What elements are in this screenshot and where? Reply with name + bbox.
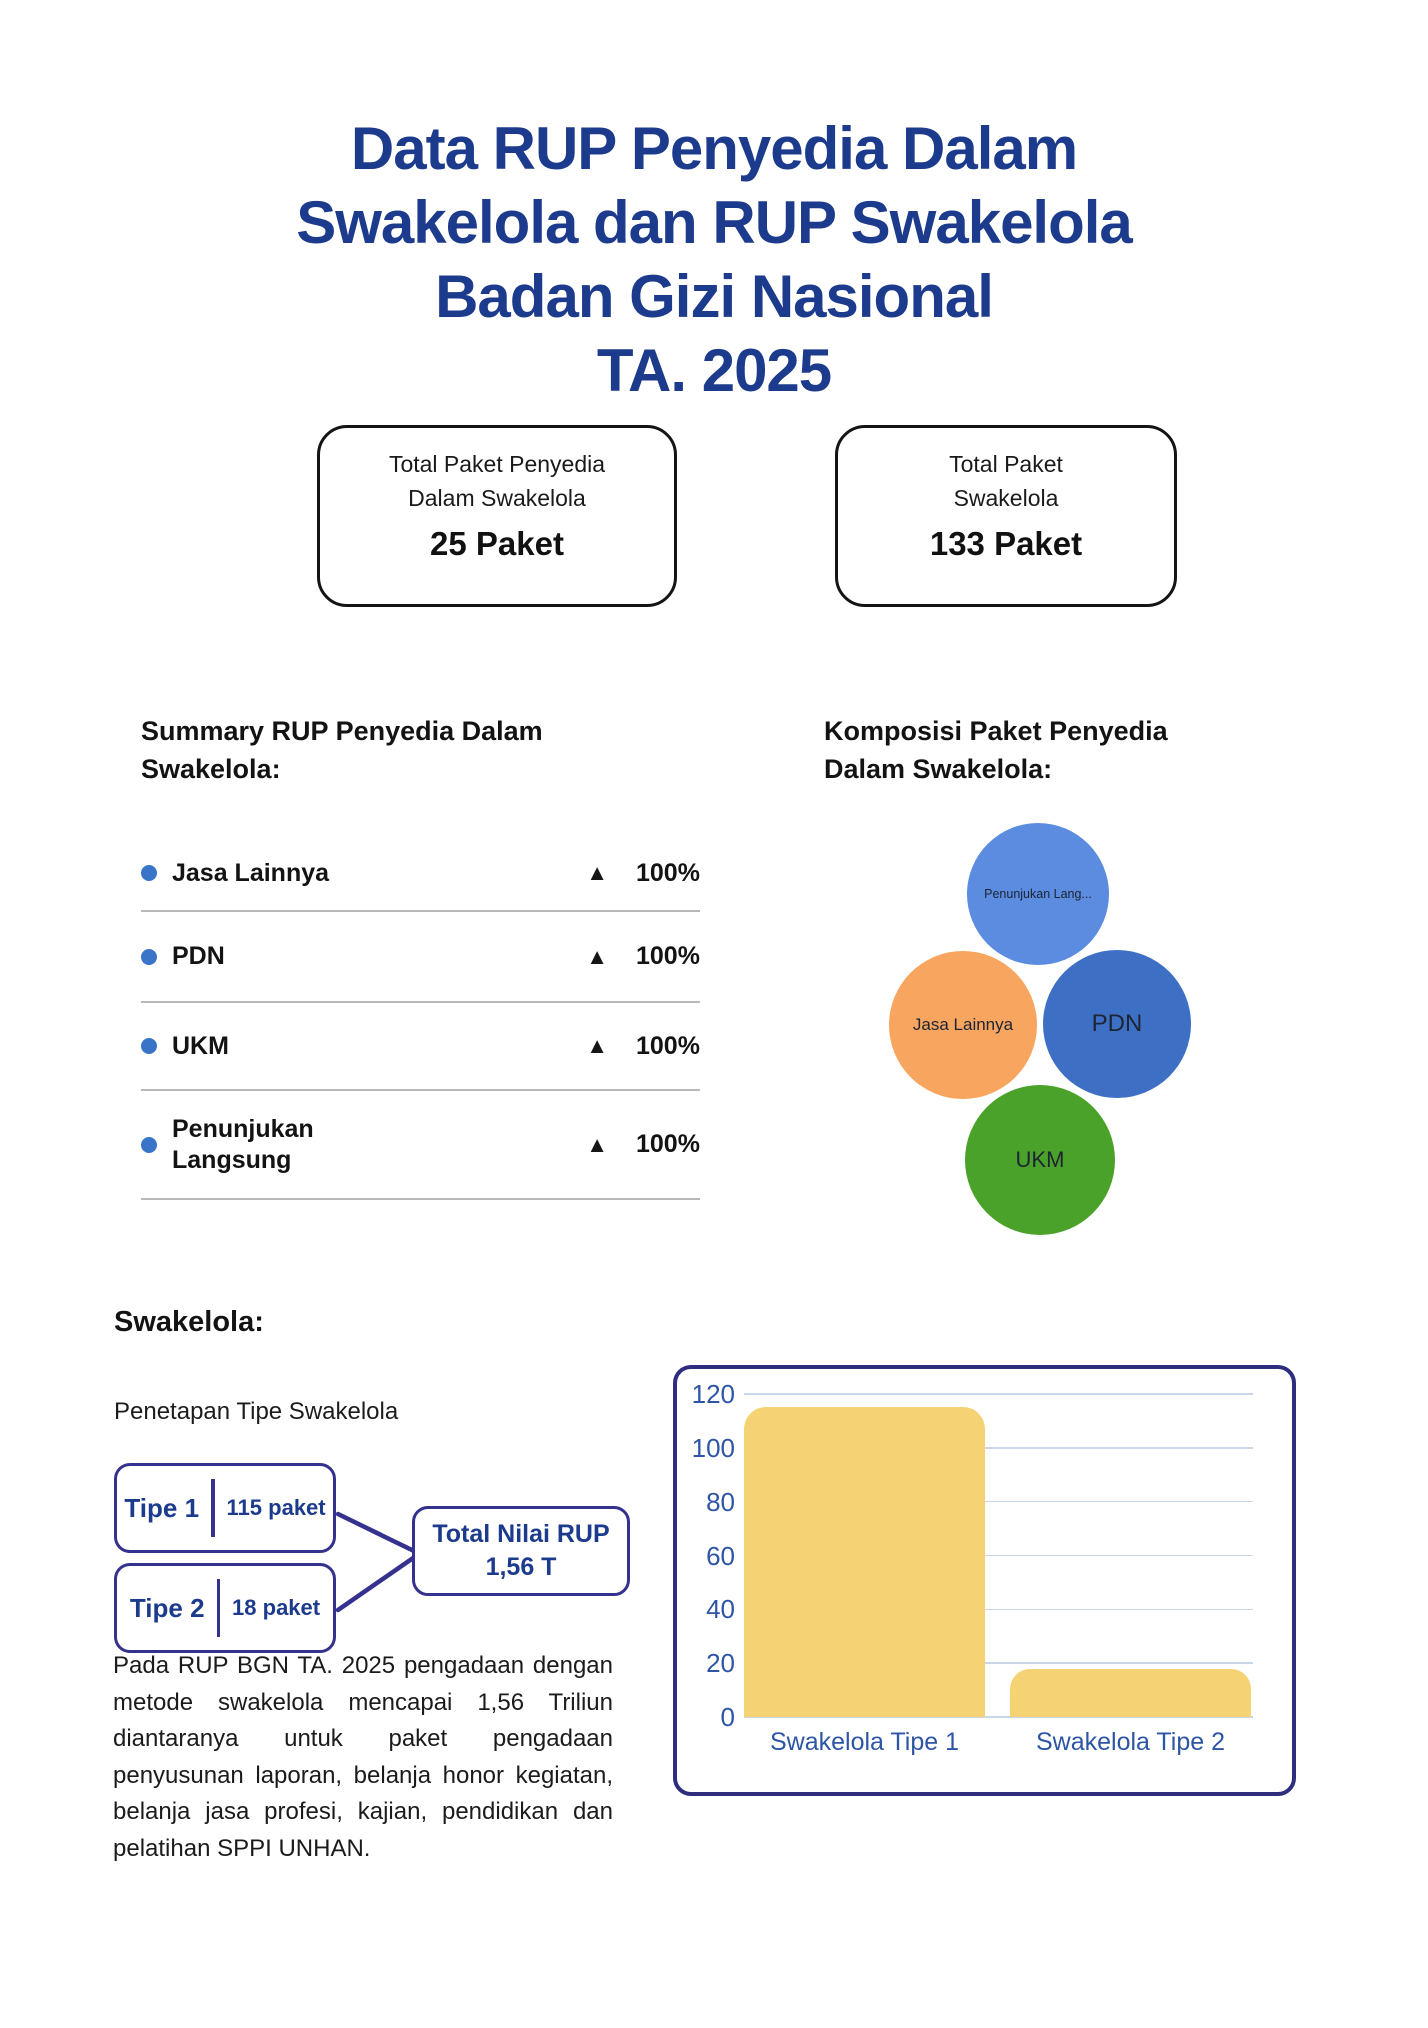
summary-list: Jasa Lainnya ▲ 100% PDN ▲ 100% UKM ▲ 100… <box>141 836 700 1200</box>
gridline-100 <box>744 1447 1253 1449</box>
gridline-40 <box>744 1608 1253 1611</box>
stat-card-value: 133 Paket <box>929 525 1083 562</box>
summary-row-jasa-lainnya: Jasa Lainnya ▲ 100% <box>141 836 700 912</box>
triangle-up-icon: ▲ <box>586 943 608 969</box>
vertical-divider <box>216 1579 221 1637</box>
gridline-120 <box>744 1393 1253 1395</box>
y-axis-tick-label: 40 <box>706 1594 735 1625</box>
bubble-ukm: UKM <box>965 1085 1115 1235</box>
summary-row-pdn: PDN ▲ 100% <box>141 912 700 1003</box>
summary-item-label: PDN <box>172 942 225 970</box>
komposisi-section-heading: Komposisi Paket Penyedia Dalam Swakelola… <box>824 716 1168 784</box>
y-axis-tick-label: 20 <box>706 1648 735 1679</box>
tipe-2-box: Tipe 2 18 paket <box>114 1563 336 1653</box>
summary-item-value: 100% <box>636 858 700 887</box>
vertical-divider <box>211 1479 215 1537</box>
y-axis-tick-label: 100 <box>691 1432 735 1463</box>
gridline-0 <box>744 1716 1253 1718</box>
bar-swakelola-tipe-1 <box>744 1407 985 1717</box>
stat-card-value: 25 Paket <box>430 525 564 562</box>
bar-chart-card: 120 100 80 60 40 20 0 Swakelola Tipe 1 Swakelol… <box>673 1365 1296 1796</box>
bubble-pdn: PDN <box>1043 950 1191 1098</box>
y-axis-tick-label: 80 <box>706 1486 735 1517</box>
y-axis-tick-label: 0 <box>720 1702 735 1732</box>
tipe-name: Tipe 1 <box>124 1492 200 1523</box>
summary-item-label: Penunjukan Langsung <box>172 1114 314 1174</box>
description-paragraph: Pada RUP BGN TA. 2025 pengadaan dengan m… <box>113 1652 613 1862</box>
bar-swakelola-tipe-2 <box>1010 1668 1251 1717</box>
summary-row-ukm: UKM ▲ 100% <box>141 1003 700 1091</box>
summary-item-label: UKM <box>172 1031 229 1060</box>
x-axis-category-label: Swakelola Tipe 2 <box>1035 1728 1225 1756</box>
swakelola-subheading: Penetapan Tipe Swakelola <box>114 1398 399 1425</box>
x-axis-category-label: Swakelola Tipe 1 <box>769 1728 959 1756</box>
summary-item-label: Jasa Lainnya <box>172 858 330 887</box>
bubble-penunjukan-langsung: Penunjukan Lang... <box>967 823 1109 965</box>
bullet-dot-icon <box>141 948 157 965</box>
triangle-up-icon: ▲ <box>586 1131 608 1157</box>
stat-card-label: Total Paket Swakelola <box>949 451 1063 511</box>
gridline-80 <box>744 1500 1253 1503</box>
gridline-60 <box>744 1554 1253 1557</box>
gridline-20 <box>744 1662 1253 1664</box>
summary-row-penunjukan-langsung: Penunjukan Langsung ▲ 100% <box>141 1091 700 1200</box>
swakelola-section-heading: Swakelola: <box>114 1306 264 1338</box>
summary-section-heading: Summary RUP Penyedia Dalam Swakelola: <box>141 716 543 784</box>
bubble-jasa-lainnya: Jasa Lainnya <box>889 951 1037 1099</box>
total-nilai-rup-box: Total Nilai RUP 1,56 T <box>412 1506 630 1596</box>
triangle-up-icon: ▲ <box>586 1033 608 1058</box>
stat-card-penyedia: Total Paket Penyedia Dalam Swakelola 25 … <box>317 425 677 607</box>
stat-card-swakelola: Total Paket Swakelola 133 Paket <box>835 425 1177 607</box>
summary-item-value: 100% <box>636 1130 700 1158</box>
connector-lines <box>335 1511 419 1613</box>
summary-item-value: 100% <box>636 1031 700 1060</box>
triangle-up-icon: ▲ <box>586 860 608 885</box>
stat-card-label: Total Paket Penyedia Dalam Swakelola <box>388 451 606 511</box>
summary-item-value: 100% <box>636 942 700 970</box>
tipe-name: Tipe 2 <box>129 1592 205 1623</box>
tipe-count: 115 paket <box>226 1495 326 1520</box>
y-axis-tick-label: 60 <box>706 1540 735 1571</box>
page-title: Data RUP Penyedia Dalam Swakelola dan RU… <box>296 115 1133 404</box>
bullet-dot-icon <box>141 1136 157 1153</box>
tipe-1-box: Tipe 1 115 paket <box>114 1463 336 1553</box>
bullet-dot-icon <box>141 865 157 881</box>
tipe-count: 18 paket <box>232 1595 321 1620</box>
bullet-dot-icon <box>141 1038 157 1054</box>
y-axis-tick-label: 120 <box>691 1379 735 1409</box>
